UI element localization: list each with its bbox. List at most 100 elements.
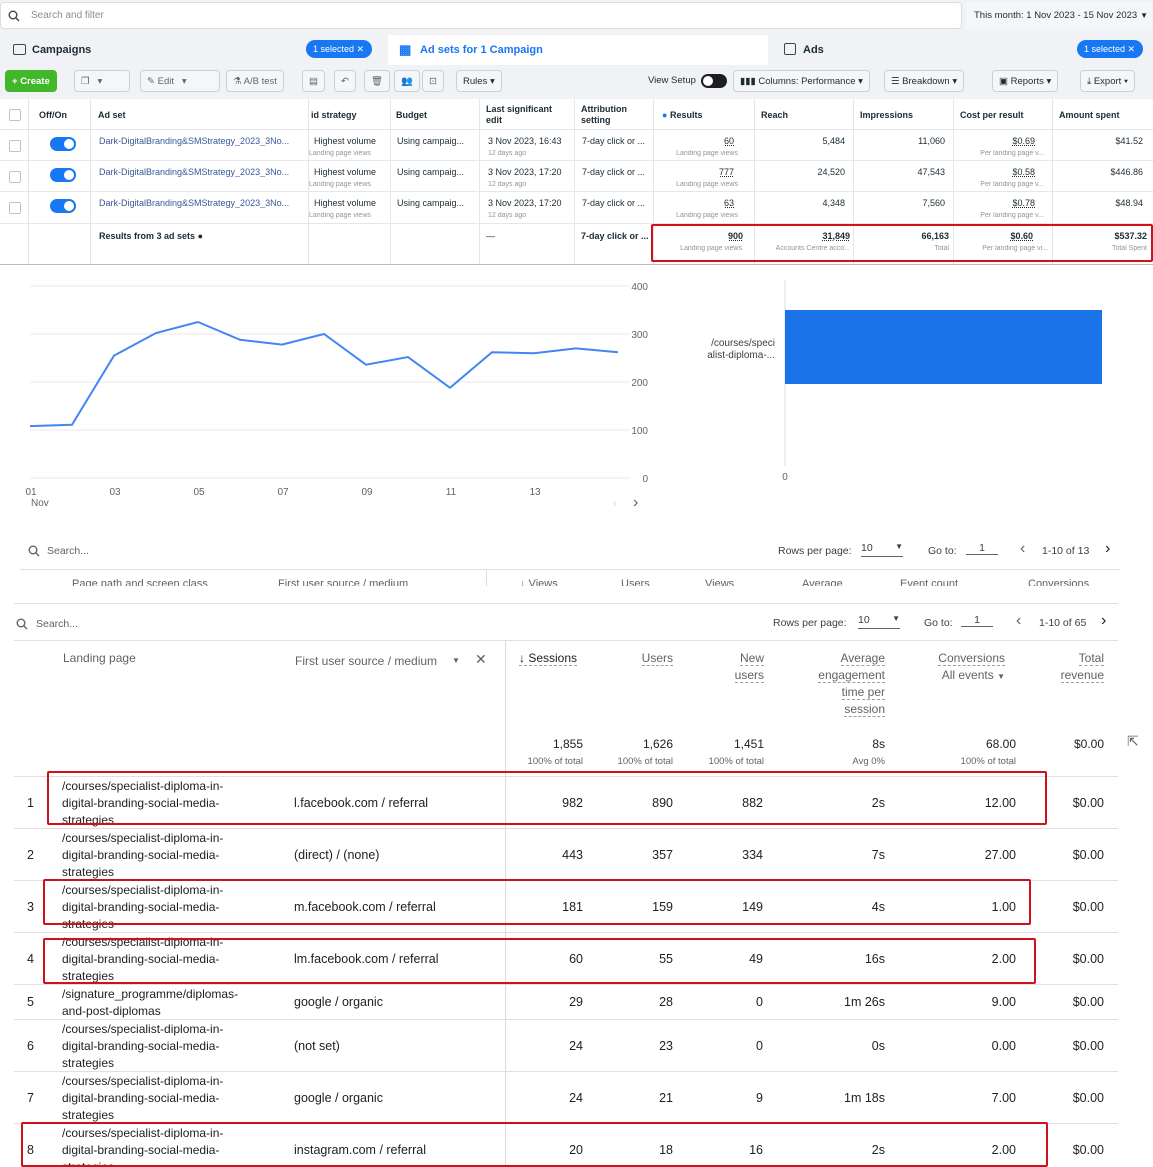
tab-campaigns[interactable]: Campaigns 1 selected ✕ xyxy=(0,35,383,65)
landing-page-cell: /signature_programme/diplomas- and-post-… xyxy=(62,987,239,1018)
attribution: 7-day click or ... xyxy=(582,167,646,177)
cost-per-result[interactable]: $0.78 xyxy=(1012,198,1035,208)
close-icon[interactable]: ✕ xyxy=(1127,44,1136,54)
cursor-icon: ⇱ xyxy=(1127,733,1139,749)
chevron-left-icon[interactable]: ‹ xyxy=(613,496,617,510)
col-new-users[interactable]: New users xyxy=(734,650,764,684)
col-attribution-1[interactable]: Attribution xyxy=(581,104,627,114)
col-adset[interactable]: Ad set xyxy=(98,110,126,120)
ab-test-button[interactable]: ⚗ A/B test xyxy=(226,70,284,92)
chevron-right-icon[interactable]: › xyxy=(633,494,639,511)
prev-page-icon[interactable]: ‹ xyxy=(1020,540,1026,557)
table-row[interactable]: 8/courses/specialist-diploma-in- digital… xyxy=(14,1124,1118,1167)
totals-results[interactable]: 900 xyxy=(727,231,743,241)
col-bid-strategy[interactable]: id strategy xyxy=(311,110,357,120)
export-button[interactable]: ⤓ Export ▾ xyxy=(1080,70,1135,92)
col-users[interactable]: Users xyxy=(641,650,673,667)
col-landing-page[interactable]: Landing page xyxy=(63,651,136,665)
delete-button[interactable]: 🗑 xyxy=(364,70,391,92)
next-page-icon[interactable]: › xyxy=(1105,540,1111,557)
totals-cpr[interactable]: $0.60 xyxy=(1010,231,1033,241)
rows-per-page-select[interactable]: 10 ▼ xyxy=(861,542,903,557)
next-page-icon[interactable]: › xyxy=(1101,612,1107,629)
col-total-revenue[interactable]: Total revenue xyxy=(1060,650,1104,684)
tab-ads[interactable]: Ads 1 selected ✕ xyxy=(774,35,1153,65)
x-tick-label: 01 xyxy=(25,487,37,498)
goto-input[interactable]: 1 xyxy=(961,614,993,627)
reports-button[interactable]: ▣ Reports ▾ xyxy=(992,70,1059,92)
row-checkbox[interactable] xyxy=(9,140,21,152)
users-cell: 55 xyxy=(659,952,673,966)
breakdown-icon: ☰ xyxy=(891,76,900,87)
col-cost-per-result[interactable]: Cost per result xyxy=(960,110,1024,120)
cost-per-result[interactable]: $0.69 xyxy=(1012,136,1035,146)
bid-strategy-sub: Landing page views xyxy=(309,150,371,157)
on-off-toggle[interactable] xyxy=(50,168,76,182)
row-checkbox[interactable] xyxy=(9,202,21,214)
search-filter-bar[interactable]: Search and filter xyxy=(0,2,962,29)
date-range-picker[interactable]: This month: 1 Nov 2023 - 15 Nov 2023 ▼ xyxy=(966,2,1153,29)
cost-per-result[interactable]: $0.58 xyxy=(1012,167,1035,177)
prev-page-icon[interactable]: ‹ xyxy=(1016,612,1022,629)
audience-button[interactable]: 👥 xyxy=(394,70,420,92)
tab-adsets[interactable]: ▦ Ad sets for 1 Campaign xyxy=(388,35,768,65)
select-all-checkbox[interactable] xyxy=(9,109,21,121)
col-budget[interactable]: Budget xyxy=(396,110,427,120)
columns-button[interactable]: ▮▮▮ Columns: Performance ▾ xyxy=(733,70,870,92)
create-button[interactable]: + Create xyxy=(5,70,57,92)
dropdown-icon[interactable]: ▼ xyxy=(997,672,1005,681)
col-conversions[interactable]: Conversions All events ▼ xyxy=(938,650,1005,685)
col-results[interactable]: ● Results xyxy=(662,110,702,120)
col-amount-spent[interactable]: Amount spent xyxy=(1059,110,1120,120)
col-reach[interactable]: Reach xyxy=(761,110,789,120)
ads-selected-badge[interactable]: 1 selected ✕ xyxy=(1077,40,1144,58)
totals-reach[interactable]: 31,849 xyxy=(822,231,850,241)
row-checkbox[interactable] xyxy=(9,171,21,183)
total-conversions-pct: 100% of total xyxy=(960,756,1016,767)
search-input[interactable]: Search... xyxy=(47,545,90,557)
col-source-medium[interactable]: First user source / medium xyxy=(295,654,438,668)
rules-button[interactable]: Rules ▾ xyxy=(456,70,502,92)
breakdown-button[interactable]: ☰ Breakdown ▾ xyxy=(884,70,965,92)
col-impressions[interactable]: Impressions xyxy=(860,110,914,120)
on-off-toggle[interactable] xyxy=(50,137,76,151)
campaigns-selected-badge[interactable]: 1 selected ✕ xyxy=(306,40,373,58)
col-avg-engagement[interactable]: Average engagement time per session xyxy=(818,650,885,718)
col-sessions[interactable]: ↓ Sessions xyxy=(519,650,578,667)
on-off-toggle[interactable] xyxy=(50,199,76,213)
view-setup-toggle[interactable] xyxy=(701,74,727,88)
tab-adsets-label: Ad sets for 1 Campaign xyxy=(420,44,543,56)
divider xyxy=(505,829,506,881)
table-row[interactable]: 2/courses/specialist-diploma-in- digital… xyxy=(14,829,1118,881)
table-row[interactable]: 5/signature_programme/diplomas- and-post… xyxy=(14,985,1118,1020)
results[interactable]: 63 xyxy=(723,198,734,208)
edit-button[interactable]: ✎ Edit ▾ xyxy=(140,70,220,92)
dropdown-icon[interactable]: ▼ xyxy=(452,656,460,665)
undo-button[interactable]: ↶ xyxy=(334,70,356,92)
dropdown-icon: ▼ xyxy=(892,614,900,623)
results[interactable]: 60 xyxy=(723,136,734,146)
col-new-users-1: New xyxy=(739,651,764,666)
conversions-cell: 1.00 xyxy=(991,900,1016,914)
ab-test-label: A/B test xyxy=(243,76,277,87)
clipboard-button[interactable]: ▤ xyxy=(302,70,325,92)
goto-input[interactable]: 1 xyxy=(966,542,998,555)
search-input[interactable]: Search... xyxy=(36,618,79,630)
duplicate-button[interactable]: ❐ ▾ xyxy=(74,70,130,92)
preview-button[interactable]: ⊡ xyxy=(422,70,444,92)
table-row[interactable]: 6/courses/specialist-diploma-in- digital… xyxy=(14,1020,1118,1072)
results[interactable]: 777 xyxy=(718,167,734,177)
col-last-edit-1[interactable]: Last significant xyxy=(486,104,553,114)
adset-name-link[interactable]: Dark-DigitalBranding&SMStrategy_2023_3No… xyxy=(99,167,290,177)
table-row[interactable]: 7/courses/specialist-diploma-in- digital… xyxy=(14,1072,1118,1124)
rows-per-page-select[interactable]: 10 ▼ xyxy=(858,614,900,629)
table-row[interactable]: 1/courses/specialist-diploma-in- digital… xyxy=(14,777,1118,829)
search-icon xyxy=(16,618,28,630)
close-icon[interactable]: ✕ xyxy=(475,651,487,667)
hidden-col-source: First user source / medium xyxy=(278,578,409,586)
adset-name-link[interactable]: Dark-DigitalBranding&SMStrategy_2023_3No… xyxy=(99,136,290,146)
close-icon[interactable]: ✕ xyxy=(356,44,365,54)
x-tick-label: 03 xyxy=(109,487,121,498)
table-row[interactable]: 3/courses/specialist-diploma-in- digital… xyxy=(14,881,1118,933)
adset-name-link[interactable]: Dark-DigitalBranding&SMStrategy_2023_3No… xyxy=(99,198,290,208)
